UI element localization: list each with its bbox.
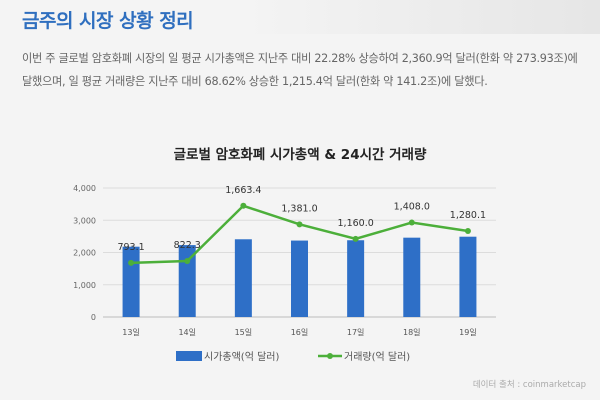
x-tick-label: 19일 — [459, 328, 477, 337]
point-volume — [296, 221, 303, 228]
point-volume — [464, 227, 471, 234]
chart-title: 글로벌 암호화폐 시가총액 & 24시간 거래량 — [173, 147, 427, 163]
x-tick-label: 17일 — [347, 328, 365, 337]
point-volume — [128, 259, 135, 266]
y-tick-label: 0 — [91, 313, 96, 322]
y-tick-label: 2,000 — [73, 249, 96, 258]
legend-swatch-market-cap — [176, 351, 202, 361]
x-tick-label: 13일 — [122, 328, 140, 337]
y-tick-label: 3,000 — [73, 216, 96, 225]
y-tick-label: 1,000 — [73, 281, 96, 290]
point-volume — [184, 258, 191, 265]
bar-market-cap — [178, 245, 196, 317]
bar-market-cap — [122, 246, 140, 317]
y-tick-label: 4,000 — [73, 184, 96, 193]
legend-label-market-cap: 시가총액(억 달러) — [204, 351, 279, 363]
bar-market-cap — [347, 240, 365, 317]
point-volume — [352, 235, 359, 242]
point-volume — [408, 219, 415, 226]
data-label-volume: 1,160.0 — [338, 218, 374, 229]
legend-label-volume: 거래량(억 달러) — [344, 351, 410, 363]
source-credit: 데이터 출처 : coinmarketcap — [472, 380, 586, 390]
legend-marker-volume — [327, 353, 333, 359]
bar-market-cap — [403, 237, 421, 317]
data-label-volume: 1,381.0 — [281, 203, 317, 214]
data-label-volume: 1,663.4 — [225, 185, 261, 196]
page-title: 금주의 시장 상황 정리 — [22, 10, 194, 32]
bar-market-cap — [459, 236, 477, 317]
summary-paragraph: 이번 주 글로벌 암호화폐 시장의 일 평균 시가총액은 지난주 대비 22.2… — [22, 52, 578, 88]
x-tick-label: 18일 — [403, 328, 421, 337]
x-tick-label: 14일 — [178, 328, 196, 337]
bar-market-cap — [291, 240, 308, 317]
data-label-volume: 793.1 — [117, 242, 144, 253]
point-volume — [240, 202, 247, 209]
data-label-volume: 1,280.1 — [450, 210, 486, 221]
data-label-volume: 822.3 — [174, 240, 201, 251]
bar-market-cap — [234, 239, 252, 317]
header-band — [0, 0, 600, 34]
data-label-volume: 1,408.0 — [394, 202, 430, 213]
x-tick-label: 15일 — [235, 328, 253, 337]
x-tick-label: 16일 — [291, 328, 309, 337]
